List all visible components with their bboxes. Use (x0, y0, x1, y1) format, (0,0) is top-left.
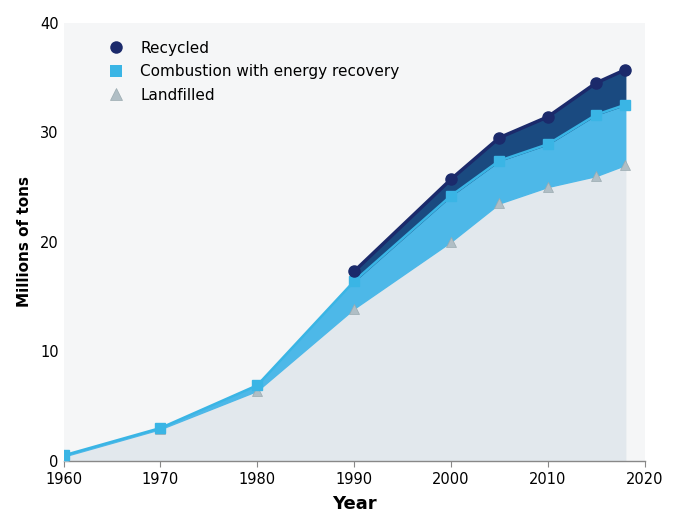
Y-axis label: Millions of tons: Millions of tons (17, 176, 32, 307)
X-axis label: Year: Year (332, 496, 377, 514)
Legend: Recycled, Combustion with energy recovery, Landfilled: Recycled, Combustion with energy recover… (95, 34, 406, 109)
